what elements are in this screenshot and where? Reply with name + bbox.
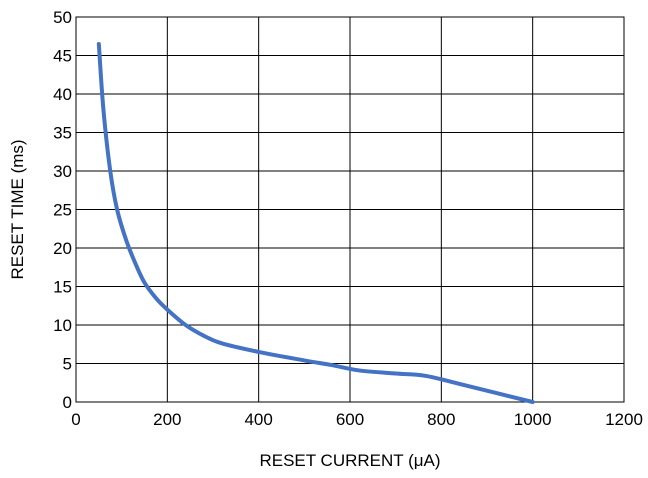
y-axis-label: RESET TIME (ms)	[8, 139, 27, 279]
x-tick-label: 600	[336, 410, 364, 429]
x-tick-label: 200	[153, 410, 181, 429]
y-tick-label: 40	[53, 85, 72, 104]
y-tick-label: 35	[53, 124, 72, 143]
plot-frame	[75, 16, 625, 403]
y-tick-label: 45	[53, 47, 72, 66]
y-tick-label: 20	[53, 239, 72, 258]
x-axis-ticks: 0 200 400 600 800 1000 1200	[71, 410, 643, 429]
series-layer	[96, 41, 535, 404]
y-tick-label: 50	[53, 8, 72, 27]
y-tick-label: 10	[53, 316, 72, 335]
y-tick-label: 5	[63, 355, 72, 374]
y-tick-label: 30	[53, 162, 72, 181]
x-tick-label: 800	[427, 410, 455, 429]
x-tick-label: 1000	[514, 410, 552, 429]
x-tick-label: 1200	[605, 410, 643, 429]
y-tick-label: 15	[53, 278, 72, 297]
x-tick-label: 0	[71, 410, 80, 429]
y-axis-ticks: 0 5 10 15 20 25 30 35 40 45 50	[53, 8, 72, 412]
series-line	[96, 41, 535, 404]
x-axis-label: RESET CURRENT (μA)	[259, 451, 440, 470]
grid	[75, 16, 625, 403]
x-tick-label: 400	[244, 410, 272, 429]
y-tick-label: 0	[63, 393, 72, 412]
y-tick-label: 25	[53, 201, 72, 220]
